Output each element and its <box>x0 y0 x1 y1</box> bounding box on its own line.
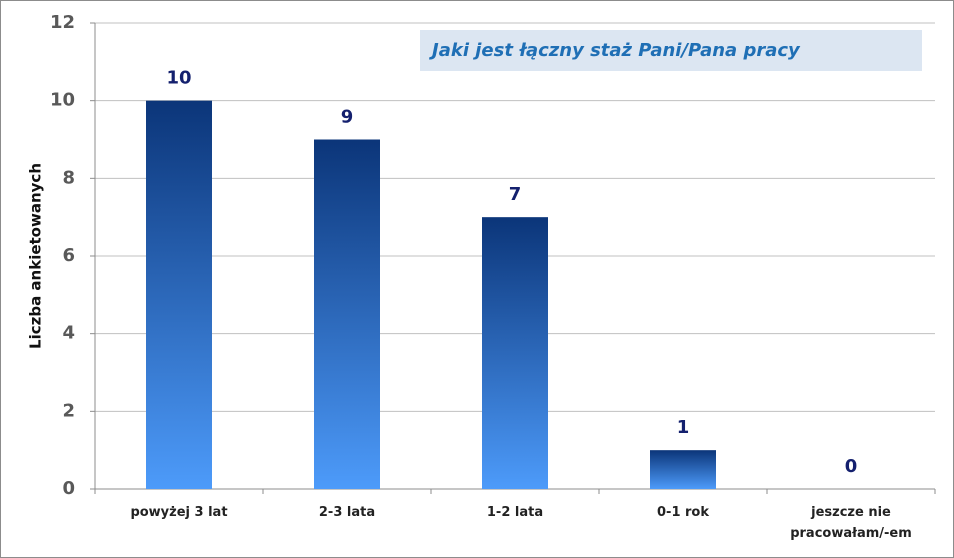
y-tick-label: 2 <box>62 400 75 421</box>
value-label: 0 <box>845 456 858 477</box>
value-label: 1 <box>677 417 690 438</box>
y-tick-label: 10 <box>50 90 75 111</box>
value-label: 10 <box>166 68 191 89</box>
y-tick-label: 12 <box>50 12 75 33</box>
bar <box>482 217 548 489</box>
value-label: 7 <box>509 184 522 205</box>
bar <box>146 100 212 490</box>
y-axis-title: Liczba ankietowanych <box>27 163 45 349</box>
bar <box>650 450 716 489</box>
y-tick-label: 4 <box>62 323 75 344</box>
title-box <box>420 30 922 71</box>
x-tick-label: 1-2 lata <box>486 505 544 520</box>
y-tick-label: 8 <box>62 167 75 188</box>
y-tick-label: 6 <box>62 245 75 266</box>
x-tick-label: 2-3 lata <box>318 505 376 520</box>
x-tick-label: powyżej 3 lat <box>130 505 228 520</box>
x-tick-label: jeszcze nie pracowałam/-em <box>790 505 912 541</box>
value-label: 9 <box>341 107 354 128</box>
y-tick-label: 0 <box>62 478 75 499</box>
chart-title: Jaki jest łączny staż Pani/Pana pracy <box>429 40 801 61</box>
bar <box>314 139 380 489</box>
x-tick-label: 0-1 rok <box>657 505 709 520</box>
